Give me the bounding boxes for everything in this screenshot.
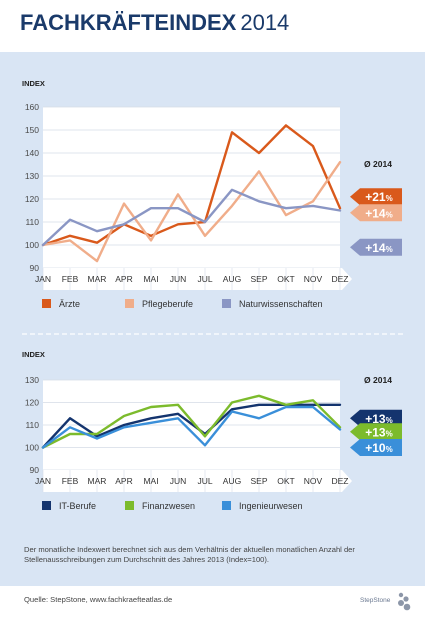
x-tick-label: NOV <box>304 274 323 284</box>
x-tick-label: FEB <box>62 274 79 284</box>
charts-canvas: 90 100 110 120 130 140 150 160 INDEX JAN FEB MAR APR… <box>22 79 403 511</box>
title-main: FACHKRÄFTEINDEX <box>20 10 237 35</box>
y-tick-label: 110 <box>25 420 39 430</box>
x-tick-label: OKT <box>277 476 294 486</box>
x-tick-label: DEZ <box>332 476 349 486</box>
series-line-Ingenieurwesen <box>41 405 342 449</box>
x-tick-label: JUL <box>197 274 212 284</box>
legend-swatch-Finanzwesen <box>125 501 134 510</box>
logo-text: StepStone <box>360 597 391 604</box>
legend-swatch-Ärzte <box>42 299 51 308</box>
series-line-Ärzte <box>41 124 342 247</box>
y-axis-label: INDEX <box>22 79 45 88</box>
x-tick-label: NOV <box>304 476 323 486</box>
badge-Finanzwesen <box>350 423 402 441</box>
badge-value: +13% <box>365 425 392 439</box>
x-axis-band <box>43 470 352 492</box>
legend-label: Naturwissenschaften <box>239 299 323 309</box>
badge-value: +14% <box>365 241 392 255</box>
badge-value: +21% <box>365 190 392 204</box>
badge-Naturwissenschaften <box>350 238 402 256</box>
badge-Ärzte <box>350 188 402 206</box>
legend-swatch-IT-Berufe <box>42 501 51 510</box>
x-tick-label: JAN <box>35 274 51 284</box>
badge-header: Ø 2014 <box>364 159 392 169</box>
header: FACHKRÄFTEINDEX 2014 <box>0 0 425 52</box>
legend-label: IT-Berufe <box>59 501 96 511</box>
x-tick-label: FEB <box>62 476 79 486</box>
x-tick-label: AUG <box>223 274 241 284</box>
badge-value: +10% <box>365 441 392 455</box>
legend-label: Finanzwesen <box>142 501 195 511</box>
y-tick-label: 160 <box>25 102 39 112</box>
stepstone-logo <box>398 592 411 611</box>
badge-Ingenieurwesen <box>350 439 402 456</box>
x-tick-label: JUN <box>170 274 187 284</box>
legend-swatch-Naturwissenschaften <box>222 299 231 308</box>
y-tick-label: 110 <box>25 217 39 227</box>
y-tick-label: 100 <box>25 240 39 250</box>
y-tick-label: 130 <box>25 375 39 385</box>
y-tick-label: 90 <box>30 465 40 475</box>
x-tick-label: AUG <box>223 476 241 486</box>
y-tick-label: 100 <box>25 443 39 453</box>
x-tick-label: MAI <box>143 476 158 486</box>
x-tick-label: JUL <box>197 476 212 486</box>
badge-header: Ø 2014 <box>364 375 392 385</box>
title-year: 2014 <box>240 10 290 35</box>
y-tick-label: 140 <box>25 148 39 158</box>
legend-swatch-Ingenieurwesen <box>222 501 231 510</box>
x-tick-label: SEP <box>250 476 267 486</box>
page-title: FACHKRÄFTEINDEX 2014 <box>20 10 289 36</box>
legend-label: Ärzte <box>59 299 80 309</box>
x-tick-label: JAN <box>35 476 51 486</box>
series-line-Naturwissenschaften <box>41 188 342 247</box>
badge-IT-Berufe <box>350 409 402 427</box>
badge-value: +14% <box>365 206 392 220</box>
x-axis-band <box>43 268 352 290</box>
footer <box>0 586 425 617</box>
legend-swatch-Pflegeberufe <box>125 299 134 308</box>
y-axis-label: INDEX <box>22 350 45 359</box>
badge-value: +13% <box>365 412 392 426</box>
x-tick-label: DEZ <box>332 274 349 284</box>
x-tick-label: JUN <box>170 476 187 486</box>
y-tick-label: 150 <box>25 125 39 135</box>
series-line-Finanzwesen <box>41 394 342 449</box>
x-tick-label: OKT <box>277 274 294 284</box>
x-tick-label: SEP <box>250 274 267 284</box>
x-tick-label: MAI <box>143 274 158 284</box>
legend-label: Ingenieurwesen <box>239 501 303 511</box>
x-tick-label: MAR <box>88 476 107 486</box>
method-note: Der monatliche Indexwert berechnet sich … <box>24 545 355 565</box>
source-text: Quelle: StepStone, www.fachkraefteatlas.… <box>24 595 173 604</box>
y-tick-label: 120 <box>25 194 39 204</box>
y-tick-label: 90 <box>30 263 40 273</box>
y-tick-label: 130 <box>25 171 39 181</box>
legend-label: Pflegeberufe <box>142 299 193 309</box>
x-tick-label: MAR <box>88 274 107 284</box>
y-tick-label: 120 <box>25 398 39 408</box>
x-tick-label: APR <box>115 476 132 486</box>
x-tick-label: APR <box>115 274 132 284</box>
badge-Pflegeberufe <box>350 204 402 222</box>
